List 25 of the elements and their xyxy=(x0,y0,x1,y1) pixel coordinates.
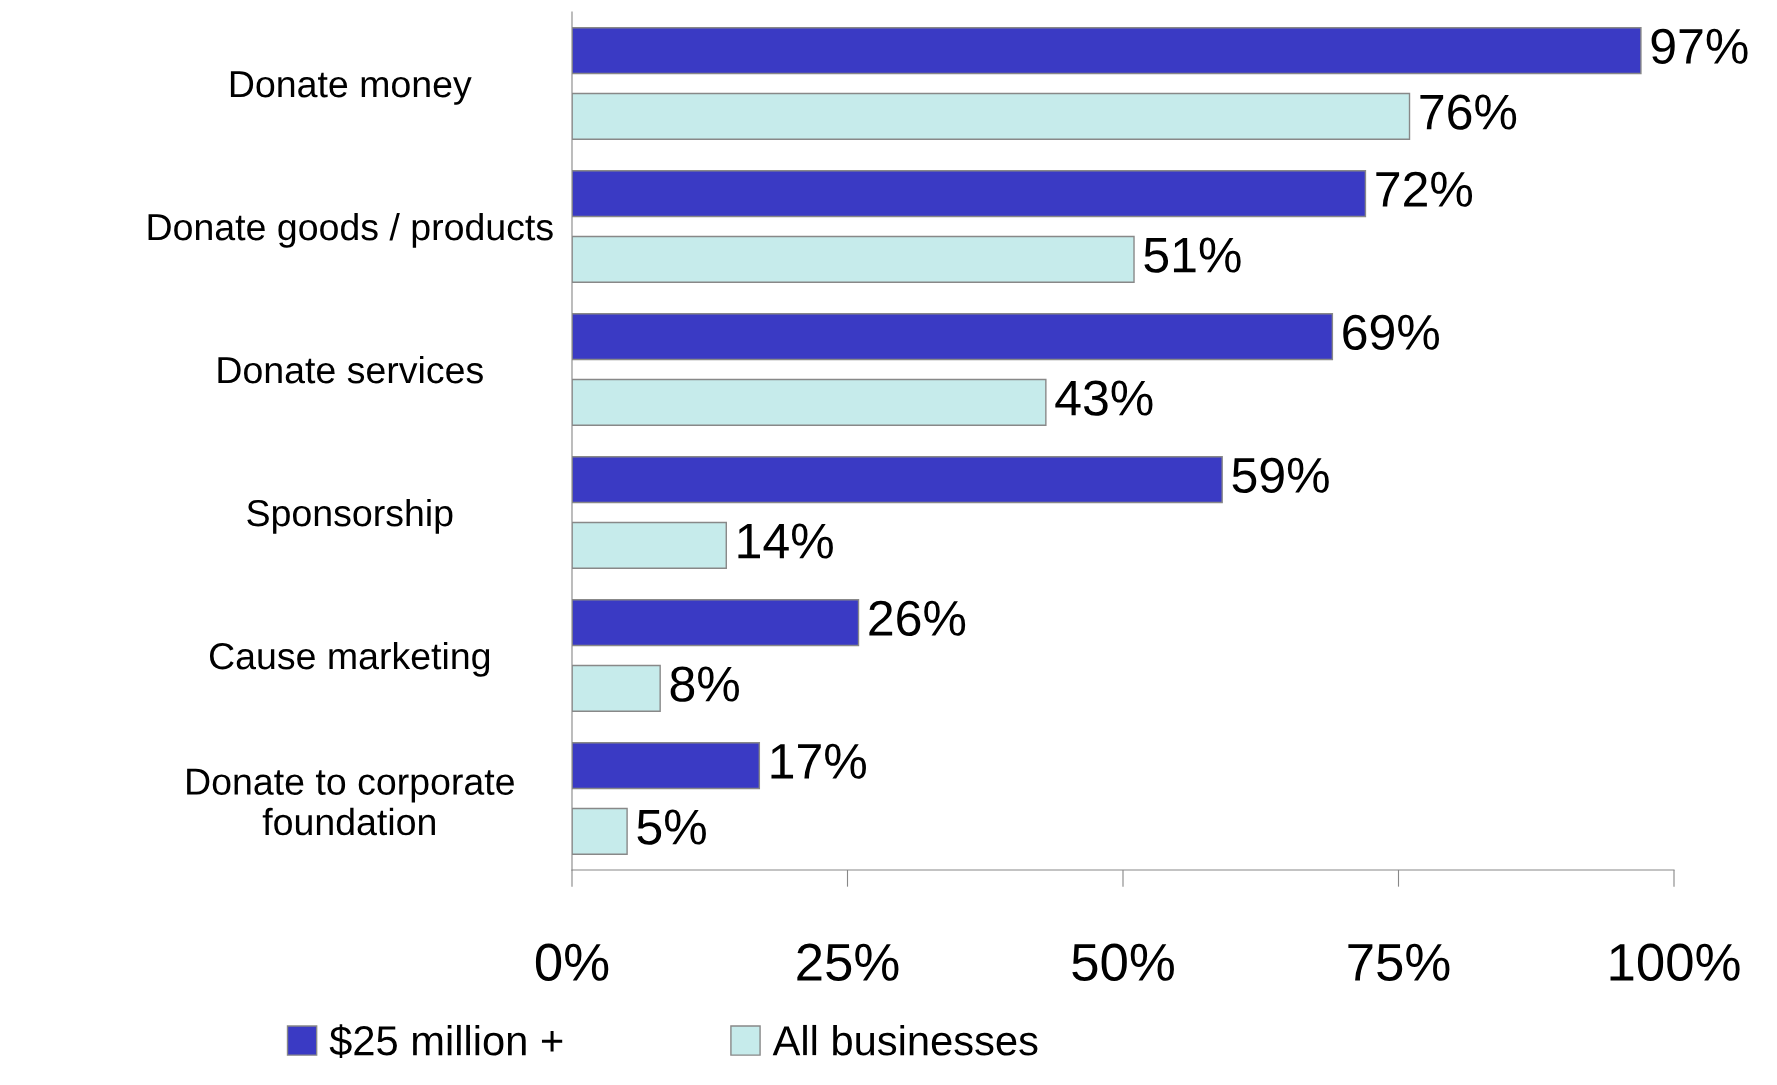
y-tick-label: Donate goods / products xyxy=(148,212,553,248)
y-tick-label: Donate to corporate foundation xyxy=(187,768,514,836)
data-label: 43% xyxy=(1055,380,1153,416)
x-tick-label: 0% xyxy=(535,943,609,981)
data-label: 72% xyxy=(1376,171,1473,207)
x-tick-label: 25% xyxy=(797,943,899,981)
legend-label: $25 million + xyxy=(329,1024,563,1059)
y-tick-label: Sponsorship xyxy=(247,498,453,534)
data-label: 59% xyxy=(1232,457,1329,494)
y-tick-label: Cause marketing xyxy=(209,641,490,677)
x-tick-label: 50% xyxy=(1072,943,1174,981)
legend-label: All businesses xyxy=(772,1024,1038,1056)
data-label: 17% xyxy=(771,743,866,779)
data-label: 69% xyxy=(1343,314,1440,351)
x-tick-label: 75% xyxy=(1348,943,1450,981)
data-label: 26% xyxy=(869,600,966,637)
data-label: 14% xyxy=(738,523,833,559)
y-tick-label: Donate money xyxy=(230,71,472,105)
data-label: 97% xyxy=(1651,28,1748,65)
data-label: 5% xyxy=(637,809,706,845)
data-label: 8% xyxy=(670,666,739,702)
data-label: 51% xyxy=(1144,237,1241,273)
x-tick-label: 100% xyxy=(1610,943,1740,981)
y-tick-label: Donate services xyxy=(218,355,483,384)
data-label: 76% xyxy=(1420,94,1517,130)
